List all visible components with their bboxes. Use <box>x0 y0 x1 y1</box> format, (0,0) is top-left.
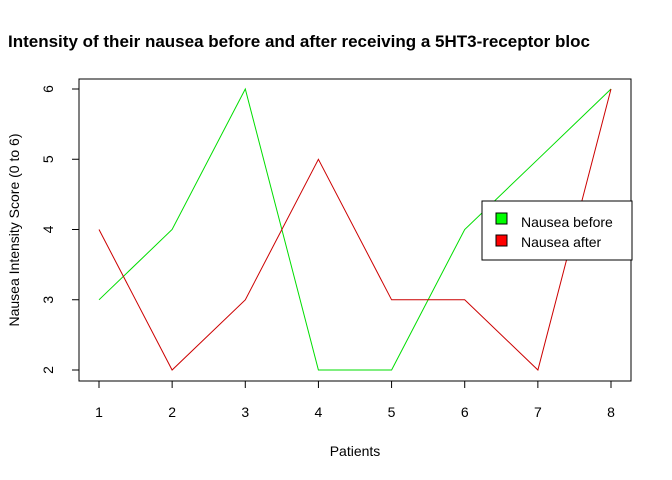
y-tick-label: 5 <box>40 155 56 163</box>
y-tick-label: 2 <box>40 366 56 374</box>
y-tick-label: 6 <box>40 85 56 93</box>
x-tick-label: 1 <box>95 404 103 420</box>
legend-swatch-before <box>495 212 508 225</box>
x-axis-label: Patients <box>330 443 381 459</box>
x-tick-label: 7 <box>534 404 542 420</box>
series-line-nausea-after <box>98 88 612 371</box>
x-tick-label: 4 <box>315 404 323 420</box>
y-tick-label: 4 <box>40 225 56 233</box>
x-tick-label: 6 <box>461 404 469 420</box>
legend-frame <box>481 200 633 261</box>
y-axis: 2 3 4 5 6 <box>40 85 80 374</box>
legend: Nausea before Nausea after <box>481 200 633 261</box>
x-tick-label: 8 <box>607 404 615 420</box>
legend-swatch-after <box>495 234 508 247</box>
x-tick-label: 2 <box>168 404 176 420</box>
x-tick-label: 5 <box>388 404 396 420</box>
series-line-nausea-before <box>98 87 612 371</box>
legend-label-after: Nausea after <box>521 234 601 250</box>
y-tick-label: 3 <box>40 296 56 304</box>
chart-title: Intensity of their nausea before and aft… <box>8 32 590 51</box>
series-layer <box>98 87 612 371</box>
y-axis-label: Nausea Intensity Score (0 to 6) <box>6 134 22 327</box>
x-axis: 1 2 3 4 5 6 7 8 <box>95 380 615 420</box>
legend-label-before: Nausea before <box>521 214 613 230</box>
x-tick-label: 3 <box>241 404 249 420</box>
